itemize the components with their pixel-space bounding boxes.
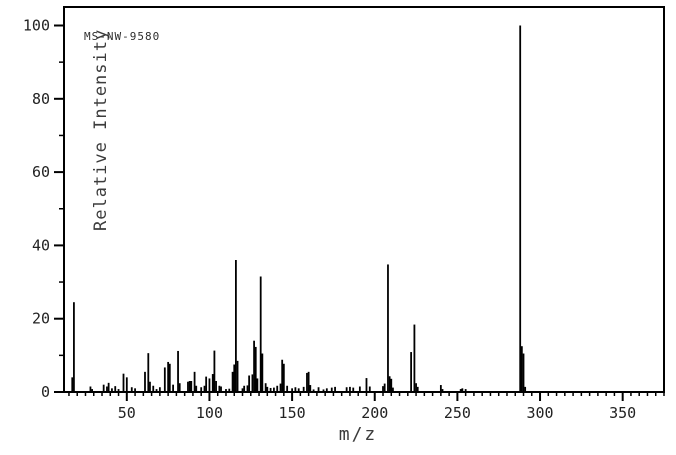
x-tick-label: 50 [118,404,136,422]
plot-border [63,6,665,393]
spectrum-id-annotation: MS-NW-9580 [84,30,161,43]
y-tick-label: 40 [32,236,50,254]
x-tick-label: 100 [196,404,223,422]
x-tick-label: 200 [361,404,388,422]
y-tick-label: 60 [32,163,50,181]
y-tick-label: 0 [41,383,50,401]
y-tick-label: 80 [32,90,50,108]
y-axis-title: Relative Intensity [91,28,111,231]
y-tick-label: 20 [32,310,50,328]
x-tick-label: 250 [444,404,471,422]
x-tick-label: 150 [279,404,306,422]
x-tick-label: 300 [526,404,553,422]
y-tick-label: 100 [23,17,50,35]
x-axis-title: m/z [338,424,378,445]
x-tick-label: 350 [609,404,636,422]
